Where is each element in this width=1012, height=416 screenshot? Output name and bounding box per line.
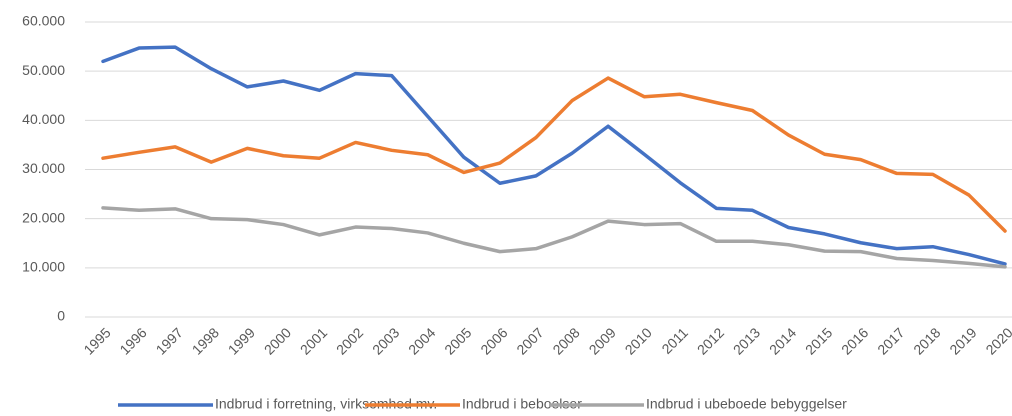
x-tick-label: 1995 [80,324,113,357]
x-tick-label: 2000 [261,324,294,357]
y-tick-label: 40.000 [22,111,65,127]
x-tick-label: 2006 [477,324,510,357]
series-line [101,76,1007,233]
y-tick-label: 30.000 [22,160,65,176]
x-tick-label: 2009 [586,324,619,357]
y-tick-label: 50.000 [22,62,65,78]
legend-label: Indbrud i beboelser [462,396,582,412]
x-tick-label: 2014 [766,324,799,357]
y-tick-label: 10.000 [22,259,65,275]
x-tick-label: 2020 [982,324,1012,357]
x-tick-label: 1997 [153,324,186,357]
x-tick-label: 2016 [838,324,871,357]
x-tick-label: 2002 [333,324,366,357]
x-tick-label: 2001 [297,324,330,357]
y-tick-label: 60.000 [22,13,65,29]
x-tick-label: 2010 [622,324,655,357]
series-line [101,45,1007,266]
y-tick-label: 0 [57,308,65,324]
x-tick-label: 1999 [225,324,258,357]
x-tick-label: 2007 [513,324,546,357]
legend-label: Indbrud i ubeboede bebyggelser [646,396,847,412]
x-tick-label: 2015 [802,324,835,357]
series-line [101,206,1007,269]
x-tick-label: 2017 [874,324,907,357]
x-tick-label: 2008 [549,324,582,357]
x-tick-label: 2018 [910,324,943,357]
x-tick-label: 2005 [441,324,474,357]
x-tick-label: 2019 [946,324,979,357]
x-tick-label: 2003 [369,324,402,357]
y-tick-label: 20.000 [22,209,65,225]
x-tick-label: 1998 [189,324,222,357]
x-tick-label: 2013 [730,324,763,357]
x-tick-label: 2011 [658,324,691,357]
x-tick-label: 1996 [116,324,149,357]
x-tick-label: 2004 [405,324,438,357]
legend-label: Indbrud i forretning, virksomhed mv. [215,396,437,412]
x-tick-label: 2012 [694,324,727,357]
